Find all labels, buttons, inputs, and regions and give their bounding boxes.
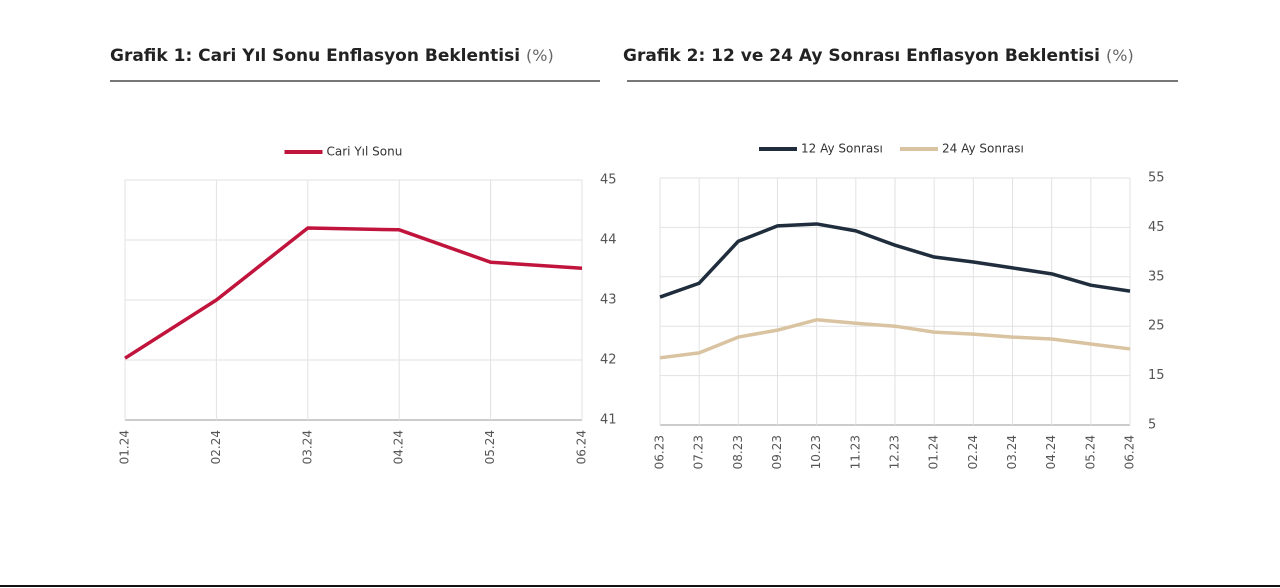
chart-title-unit: (%) [1106, 46, 1134, 65]
x-tick-label: 03.24 [1005, 435, 1019, 469]
y-tick-label: 45 [1148, 220, 1165, 235]
chart-title-text: Grafik 2: 12 ve 24 Ay Sonrası Enflasyon … [623, 46, 1100, 66]
chart-title-unit: (%) [526, 46, 554, 65]
y-tick-label: 25 [1148, 319, 1165, 334]
x-tick-label: 01.24 [118, 430, 132, 464]
y-tick-label: 45 [600, 173, 617, 188]
y-tick-label: 41 [600, 413, 617, 428]
y-tick-label: 43 [600, 293, 617, 308]
x-tick-label: 08.23 [731, 435, 745, 469]
y-tick-label: 5 [1148, 418, 1156, 433]
x-tick-label: 12.23 [888, 435, 902, 469]
legend-label: Cari Yıl Sonu [327, 145, 403, 159]
y-tick-label: 55 [1148, 171, 1165, 186]
y-tick-label: 35 [1148, 269, 1165, 284]
legend-label: 12 Ay Sonrası [801, 142, 883, 156]
x-tick-label: 10.23 [809, 435, 823, 469]
series-line [659, 222, 1131, 299]
series-line [124, 226, 583, 360]
chart-title: Grafik 1: Cari Yıl Sonu Enflasyon Beklen… [110, 46, 554, 67]
x-tick-label: 11.23 [848, 435, 862, 469]
legend-label: 24 Ay Sonrası [942, 142, 1024, 156]
y-tick-label: 15 [1148, 368, 1165, 383]
x-tick-label: 05.24 [1083, 435, 1097, 469]
x-tick-label: 09.23 [770, 435, 784, 469]
x-tick-label: 06.23 [653, 435, 667, 469]
y-tick-label: 44 [600, 233, 617, 248]
series-line [659, 318, 1131, 360]
x-tick-label: 01.24 [927, 435, 941, 469]
x-tick-label: 02.24 [966, 435, 980, 469]
y-tick-label: 42 [600, 353, 617, 368]
x-tick-label: 06.24 [1123, 435, 1137, 469]
x-tick-label: 06.24 [575, 430, 589, 464]
x-tick-label: 07.23 [692, 435, 706, 469]
x-tick-label: 04.24 [392, 430, 406, 464]
x-tick-label: 05.24 [483, 430, 497, 464]
chart-title-text: Grafik 1: Cari Yıl Sonu Enflasyon Beklen… [110, 46, 520, 66]
x-tick-label: 04.24 [1044, 435, 1058, 469]
x-tick-label: 02.24 [209, 430, 223, 464]
x-tick-label: 03.24 [300, 430, 314, 464]
chart-title: Grafik 2: 12 ve 24 Ay Sonrası Enflasyon … [623, 46, 1134, 67]
